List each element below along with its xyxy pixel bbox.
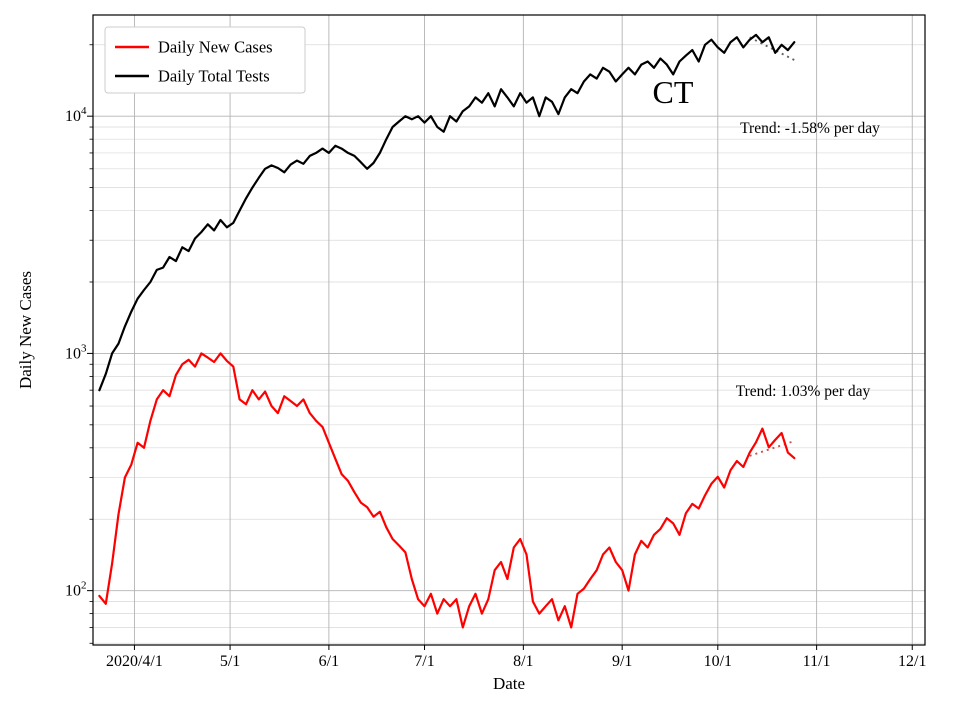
x-tick-label: 9/1 — [612, 653, 632, 670]
x-tick-label: 5/1 — [220, 653, 240, 670]
grid-major — [93, 15, 925, 645]
x-tick-label: 6/1 — [319, 653, 339, 670]
state-label: CT — [653, 74, 694, 110]
x-tick-label: 2020/4/1 — [106, 653, 163, 670]
x-tick-label: 10/1 — [704, 653, 732, 670]
x-axis-ticks: 2020/4/1 5/1 6/1 7/1 8/1 9/1 10/1 11/1 12/1 — [106, 645, 926, 670]
x-axis-label: Date — [493, 674, 525, 693]
cases-trend-line — [749, 440, 795, 457]
x-tick-label: 7/1 — [414, 653, 434, 670]
legend-label: Daily Total Tests — [158, 67, 270, 86]
tests-trend-annotation: Trend: -1.58% per day — [740, 120, 880, 137]
legend: Daily New Cases Daily Total Tests — [104, 26, 306, 94]
x-tick-label: 12/1 — [898, 653, 926, 670]
tests-trend-line — [749, 36, 795, 61]
y-axis-label: Daily New Cases — [16, 271, 35, 389]
x-tick-label: 8/1 — [513, 653, 533, 670]
trend-lines — [749, 36, 795, 457]
x-tick-label: 11/1 — [803, 653, 831, 670]
legend-box — [104, 26, 306, 94]
daily-total-tests-line — [98, 33, 796, 392]
legend-label: Daily New Cases — [158, 38, 273, 57]
plot-border — [92, 14, 926, 646]
cases-trend-annotation: Trend: 1.03% per day — [736, 383, 871, 400]
daily-new-cases-line — [98, 352, 796, 629]
series-lines — [98, 33, 796, 629]
